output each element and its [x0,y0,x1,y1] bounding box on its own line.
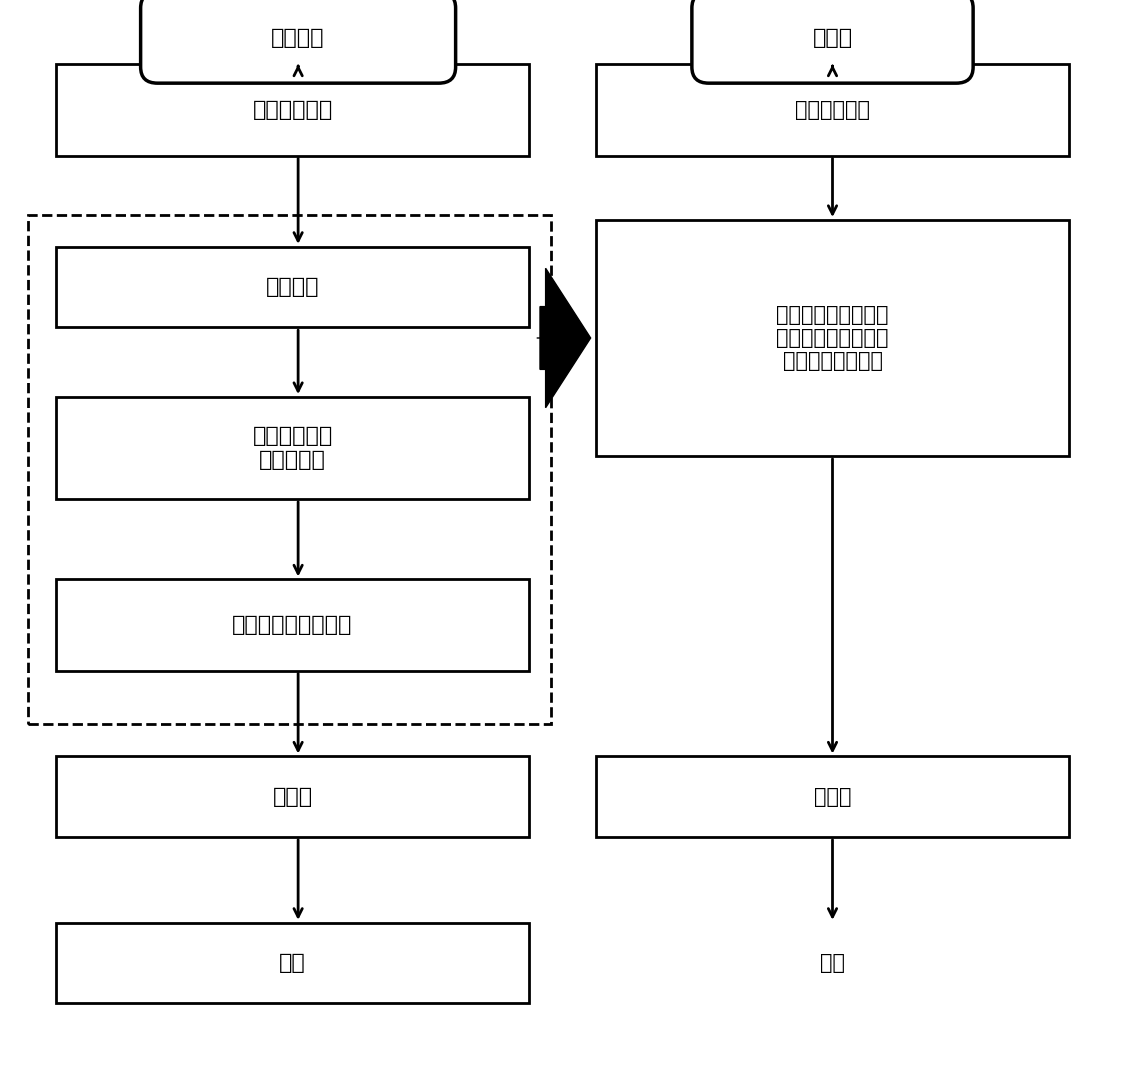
FancyBboxPatch shape [141,0,456,84]
Text: 现有技术: 现有技术 [271,28,325,47]
Text: 制备涂敷溶液: 制备涂敷溶液 [795,100,870,120]
Bar [28,215,551,724]
Text: 溶剂的蒸发（干燥）: 溶剂的蒸发（干燥） [233,615,353,635]
FancyBboxPatch shape [56,923,529,1003]
FancyBboxPatch shape [596,756,1069,837]
FancyBboxPatch shape [56,579,529,671]
Text: 筛分: 筛分 [279,953,306,973]
FancyBboxPatch shape [596,220,1069,456]
Text: 筛分: 筛分 [820,953,845,973]
Text: 转移湿化合物
至敞口浅盘: 转移湿化合物 至敞口浅盘 [252,426,333,470]
FancyBboxPatch shape [596,64,1069,156]
FancyBboxPatch shape [596,923,1069,1003]
FancyBboxPatch shape [56,756,529,837]
FancyBboxPatch shape [692,0,973,84]
Text: 溶液涂敷: 溶液涂敷 [266,277,320,297]
Text: 热处理: 热处理 [272,787,313,807]
Text: 溶液涂敷及搅拌下的
干燥作为在一个容器
中进行的单个过程: 溶液涂敷及搅拌下的 干燥作为在一个容器 中进行的单个过程 [776,305,889,371]
FancyBboxPatch shape [56,247,529,327]
Polygon shape [540,268,591,408]
Text: 热处理: 热处理 [813,787,852,807]
FancyBboxPatch shape [56,64,529,156]
FancyBboxPatch shape [56,397,529,499]
Text: 制备涂敷溶液: 制备涂敷溶液 [252,100,333,120]
Text: 本发明: 本发明 [812,28,853,47]
